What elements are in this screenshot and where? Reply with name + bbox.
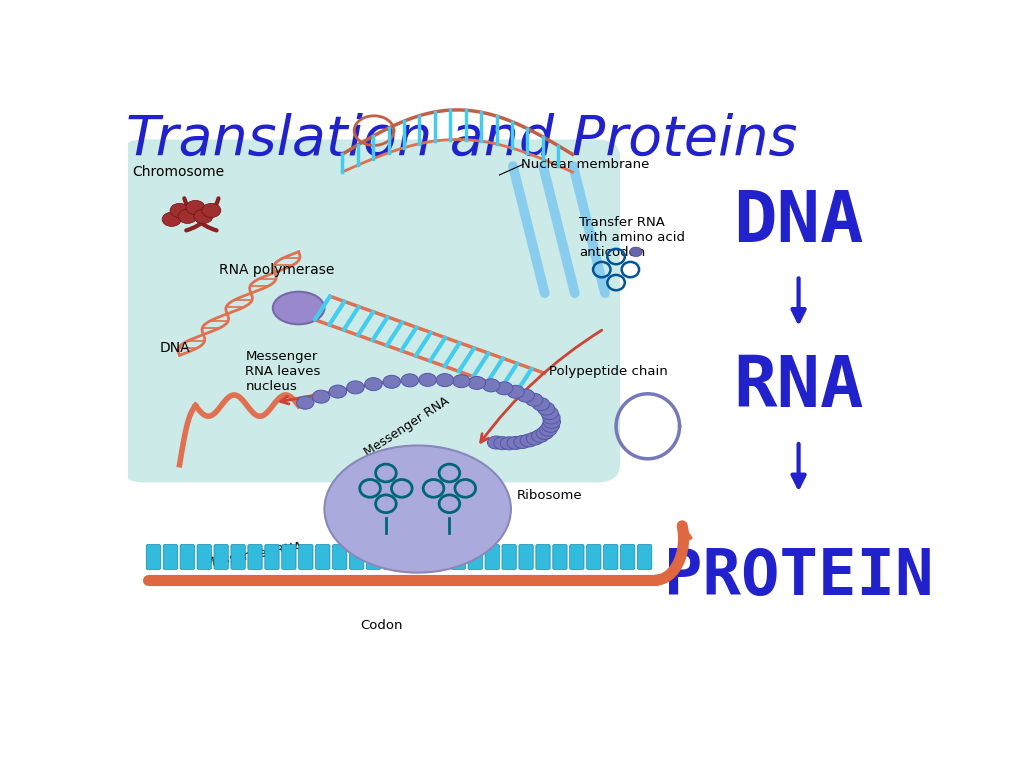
- Circle shape: [170, 204, 189, 217]
- Circle shape: [542, 419, 559, 432]
- Circle shape: [630, 247, 642, 257]
- FancyBboxPatch shape: [536, 545, 550, 569]
- Circle shape: [482, 379, 500, 392]
- Text: Codon: Codon: [360, 619, 403, 632]
- Circle shape: [186, 200, 205, 214]
- FancyBboxPatch shape: [468, 545, 482, 569]
- FancyBboxPatch shape: [282, 545, 296, 569]
- Text: PROTEIN: PROTEIN: [664, 546, 933, 608]
- FancyBboxPatch shape: [248, 545, 262, 569]
- Text: Messenger RNA: Messenger RNA: [204, 540, 303, 570]
- Text: RNA: RNA: [733, 353, 864, 422]
- FancyBboxPatch shape: [502, 545, 516, 569]
- Text: Messenger RNA: Messenger RNA: [362, 394, 452, 458]
- Text: Messenger
RNA leaves
nucleus: Messenger RNA leaves nucleus: [246, 349, 321, 392]
- Text: Translation and Proteins: Translation and Proteins: [126, 113, 797, 166]
- Circle shape: [507, 386, 524, 399]
- FancyBboxPatch shape: [519, 545, 534, 569]
- FancyBboxPatch shape: [120, 140, 620, 482]
- Circle shape: [520, 434, 538, 447]
- Circle shape: [162, 212, 181, 227]
- Circle shape: [468, 376, 485, 389]
- Text: Nuclear membrane: Nuclear membrane: [521, 157, 649, 170]
- FancyBboxPatch shape: [638, 545, 652, 569]
- Circle shape: [514, 435, 531, 449]
- FancyBboxPatch shape: [180, 545, 195, 569]
- Circle shape: [419, 373, 436, 386]
- Circle shape: [543, 415, 560, 429]
- FancyBboxPatch shape: [452, 545, 466, 569]
- Text: Transfer RNA
with amino acid
anticodon: Transfer RNA with amino acid anticodon: [579, 216, 685, 259]
- Circle shape: [365, 378, 382, 391]
- FancyBboxPatch shape: [163, 545, 177, 569]
- Ellipse shape: [272, 292, 325, 324]
- Circle shape: [525, 393, 543, 406]
- Circle shape: [543, 411, 560, 424]
- Text: Ribosome: Ribosome: [517, 489, 583, 502]
- FancyBboxPatch shape: [587, 545, 601, 569]
- Circle shape: [494, 437, 511, 450]
- Circle shape: [531, 429, 549, 442]
- Circle shape: [178, 209, 197, 223]
- Circle shape: [401, 374, 419, 387]
- FancyBboxPatch shape: [197, 545, 211, 569]
- Circle shape: [202, 204, 221, 217]
- FancyBboxPatch shape: [299, 545, 313, 569]
- Text: Polypeptide chain: Polypeptide chain: [549, 366, 668, 379]
- Circle shape: [453, 375, 470, 388]
- FancyBboxPatch shape: [214, 545, 228, 569]
- Text: Chromosome: Chromosome: [132, 165, 224, 179]
- Text: DNA: DNA: [160, 341, 190, 355]
- FancyBboxPatch shape: [315, 545, 330, 569]
- FancyBboxPatch shape: [434, 545, 449, 569]
- Text: DNA: DNA: [733, 187, 864, 257]
- FancyBboxPatch shape: [349, 545, 364, 569]
- FancyBboxPatch shape: [146, 545, 161, 569]
- Circle shape: [496, 382, 513, 395]
- Text: RNA polymerase: RNA polymerase: [219, 263, 335, 276]
- FancyBboxPatch shape: [553, 545, 567, 569]
- FancyBboxPatch shape: [367, 545, 381, 569]
- Circle shape: [194, 209, 213, 223]
- FancyBboxPatch shape: [485, 545, 500, 569]
- Circle shape: [329, 385, 346, 398]
- FancyBboxPatch shape: [333, 545, 347, 569]
- Circle shape: [526, 432, 544, 445]
- FancyBboxPatch shape: [265, 545, 280, 569]
- Circle shape: [312, 390, 330, 403]
- Circle shape: [501, 437, 518, 450]
- Circle shape: [517, 389, 535, 402]
- Circle shape: [436, 373, 454, 386]
- FancyBboxPatch shape: [569, 545, 584, 569]
- Circle shape: [297, 396, 314, 409]
- Circle shape: [541, 406, 558, 419]
- Circle shape: [532, 398, 550, 411]
- FancyBboxPatch shape: [418, 545, 431, 569]
- Circle shape: [538, 402, 555, 415]
- FancyBboxPatch shape: [621, 545, 635, 569]
- Circle shape: [537, 426, 554, 439]
- FancyBboxPatch shape: [383, 545, 397, 569]
- Circle shape: [507, 436, 524, 449]
- FancyBboxPatch shape: [231, 545, 245, 569]
- Circle shape: [540, 423, 557, 436]
- FancyBboxPatch shape: [400, 545, 415, 569]
- Circle shape: [347, 381, 365, 394]
- Circle shape: [487, 436, 505, 449]
- Circle shape: [383, 376, 400, 389]
- Ellipse shape: [325, 445, 511, 573]
- FancyBboxPatch shape: [603, 545, 617, 569]
